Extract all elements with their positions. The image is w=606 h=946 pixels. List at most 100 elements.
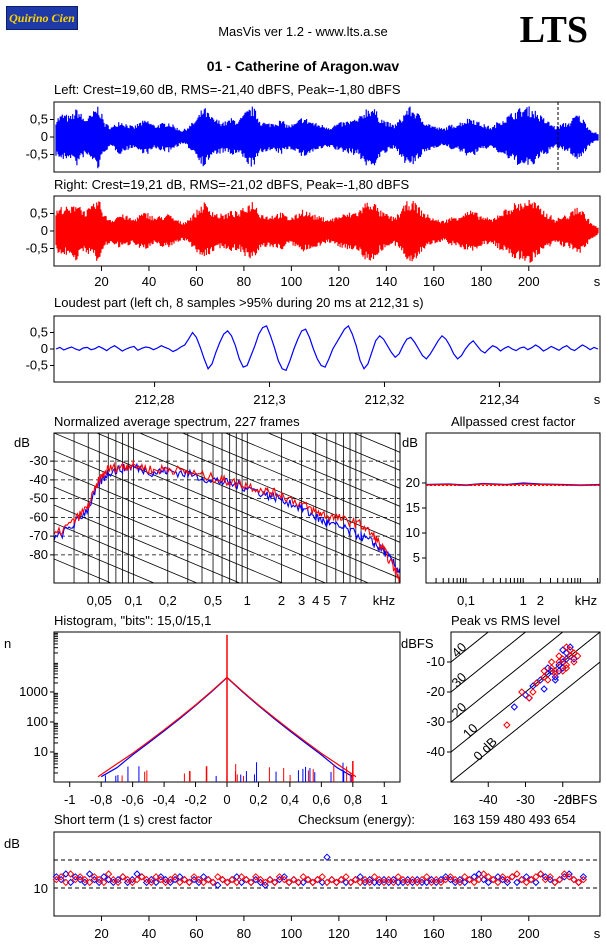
shortcrest-point-right (294, 878, 303, 887)
peakrms-frame (450, 631, 601, 783)
shortcrest-point-left (161, 875, 170, 884)
spectrum-xtick-label: 0,05 (87, 593, 112, 608)
peakrms-xtick-label: -20 (553, 792, 572, 807)
spectrum-ytick-label: -70 (29, 528, 48, 543)
peakrms-diagonal-label: 30 (449, 669, 470, 690)
shortcrest-point-left (342, 878, 350, 887)
shortcrest-ylabel: dB (4, 836, 20, 851)
peakrms-point-right (555, 658, 563, 666)
left-waveform-title: Left: Crest=19,60 dB, RMS=-21,40 dBFS, P… (54, 82, 401, 97)
peakrms-xlabel: dBFS (565, 792, 598, 807)
shortcrest-point-right (522, 878, 531, 887)
shortcrest-xunit: s (594, 926, 601, 941)
shortcrest-point-left (85, 870, 94, 878)
shortcrest-point-right (209, 878, 217, 887)
shortcrest-point-right (318, 873, 326, 881)
histogram-xtick-label: -0,8 (90, 792, 112, 807)
shortcrest-point-right (418, 875, 426, 884)
shortcrest-point-left (90, 875, 99, 884)
histogram-xtick-label: 1 (381, 792, 388, 807)
shortcrest-point-right (256, 875, 265, 884)
shortcrest-point-left (427, 875, 436, 884)
shortcrest-point-right (389, 878, 398, 887)
peakrms-diagonal-label: 20 (449, 699, 470, 720)
right-waveform-xtick-label: 180 (470, 274, 492, 289)
right-waveform-title: Right: Crest=19,21 dB, RMS=-21,02 dBFS, … (54, 177, 410, 192)
right-waveform-xtick-label: 40 (142, 274, 156, 289)
histogram-xtick-label: 0,2 (249, 792, 267, 807)
peakrms-ytick-label: -30 (426, 714, 445, 729)
spectrum-slope-line (267, 433, 400, 489)
spectrum-slope-line (181, 433, 400, 525)
shortcrest-xtick-label: 100 (281, 926, 303, 941)
file-title: 01 - Catherine of Aragon.wav (206, 58, 400, 74)
shortcrest-point-right (560, 870, 569, 878)
spectrum-slope-line (395, 433, 400, 435)
peakrms-point-right (551, 667, 560, 675)
peakrms-point-right (566, 646, 574, 654)
peakrms-point-right (551, 670, 560, 678)
shortcrest-point-right (180, 875, 189, 884)
shortcrest-point-right (161, 878, 170, 887)
shortcrest-point-right (413, 878, 421, 887)
shortcrest-point-right (138, 873, 146, 881)
shortcrest-point-right (408, 875, 417, 884)
peakrms-point-right (547, 664, 556, 672)
shortcrest-point-right (465, 875, 474, 884)
spectrum-ytick-label: -40 (29, 472, 48, 487)
spectrum-xtick-label: 0,2 (159, 593, 177, 608)
peakrms-point-right (503, 721, 511, 729)
shortcrest-point-right (432, 875, 440, 884)
shortcrest-point-left (114, 875, 122, 884)
right-waveform-xtick-label: 80 (237, 274, 251, 289)
histogram-xtick-label: 0,6 (312, 792, 330, 807)
peakrms-diagonal (451, 632, 564, 723)
shortcrest-point-right (52, 875, 61, 884)
shortcrest-point-left (299, 878, 307, 887)
shortcrest-point-left (579, 873, 588, 881)
spectrum-xtick-label: 0,5 (204, 593, 222, 608)
spectrum-slope-line (54, 504, 241, 583)
shortcrest-point-left (147, 875, 156, 884)
histogram-xtick-label: 0 (223, 792, 230, 807)
peakrms-diagonal (451, 661, 600, 782)
left-waveform-ytick-label: -0,5 (26, 147, 48, 162)
right-waveform-xtick-label: 160 (423, 274, 445, 289)
peakrms-point-left (570, 655, 578, 663)
histogram-xtick-label: -0,4 (153, 792, 175, 807)
shortcrest-point-right (351, 875, 360, 884)
spectrum-slope-line (95, 433, 400, 561)
shortcrest-point-left (513, 878, 521, 887)
shortcrest-xtick-label: 40 (142, 926, 156, 941)
shortcrest-point-left (62, 870, 70, 878)
crest-ylabel: dB (402, 435, 418, 450)
shortcrest-point-left (323, 853, 331, 861)
peakrms-point-right (559, 655, 567, 663)
shortcrest-frame (53, 831, 601, 917)
shortcrest-point-left (380, 875, 388, 884)
shortcrest-point-left (541, 873, 550, 881)
peakrms-xtick-label: -30 (516, 792, 535, 807)
shortcrest-point-left (66, 878, 75, 887)
shortcrest-point-right (166, 875, 175, 884)
shortcrest-point-right (233, 878, 241, 887)
shortcrest-point-right (176, 878, 184, 887)
shortcrest-point-left (408, 878, 417, 887)
shortcrest-point-right (437, 878, 445, 887)
shortcrest-point-left (76, 875, 84, 884)
shortcrest-point-right (513, 870, 521, 878)
shortcrest-point-left (366, 875, 374, 884)
shortcrest-point-right (76, 873, 84, 881)
shortcrest-point-right (309, 878, 317, 887)
shortcrest-point-right (285, 878, 293, 887)
shortcrest-point-right (214, 873, 222, 881)
spectrum-slope-line (138, 433, 400, 543)
spectrum-slope-line (54, 540, 156, 583)
shortcrest-point-left (81, 878, 89, 887)
right-waveform-xtick-label: 60 (189, 274, 203, 289)
loudest-xtick-label: 212,28 (135, 392, 175, 407)
peakrms-ytick-label: -40 (426, 744, 445, 759)
shortcrest-point-left (422, 878, 431, 887)
shortcrest-point-right (199, 878, 208, 887)
